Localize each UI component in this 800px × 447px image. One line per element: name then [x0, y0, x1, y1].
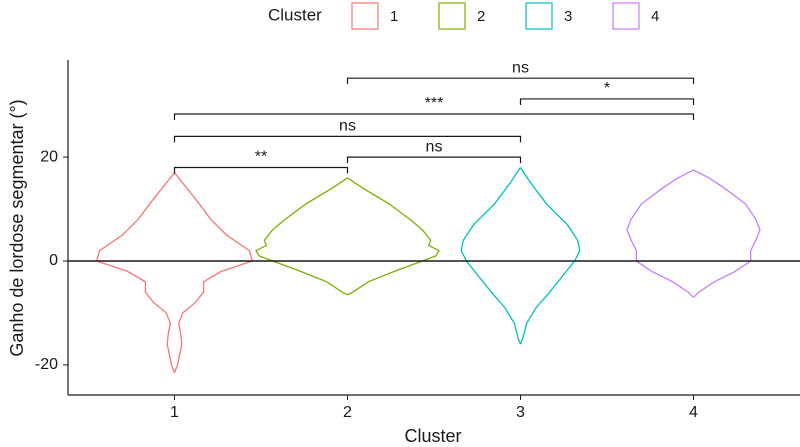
significance-label: *** — [425, 95, 444, 112]
significance-label: ns — [426, 138, 443, 155]
legend-key — [438, 2, 466, 30]
x-tick-label: 2 — [343, 404, 352, 421]
legend-label: 1 — [390, 8, 398, 25]
legend-key — [612, 2, 640, 30]
violin-half — [173, 172, 254, 373]
significance-bracket — [173, 166, 349, 174]
x-tick-label: 3 — [516, 404, 525, 421]
significance-label: ** — [255, 149, 267, 166]
legend-key — [351, 2, 379, 30]
violin-half — [95, 172, 176, 373]
y-axis-label: Ganho de lordose segmentar (°) — [7, 99, 27, 356]
significance-bracket — [173, 113, 695, 121]
y-tick-label: -20 — [35, 356, 58, 373]
significance-bracket — [519, 98, 695, 105]
significance-bracket — [173, 135, 522, 143]
legend-label: 4 — [651, 8, 659, 25]
significance-label: ns — [512, 59, 529, 76]
y-tick-label: 20 — [40, 148, 58, 165]
legend-label: 3 — [564, 8, 572, 25]
significance-bracket — [346, 77, 695, 85]
significance-bracket — [346, 156, 522, 164]
violin-half — [255, 177, 348, 296]
violin-half — [626, 169, 694, 298]
significance-label: ns — [339, 118, 356, 135]
violin-half — [693, 169, 761, 298]
x-tick-label: 4 — [689, 404, 698, 421]
y-tick-label: 0 — [49, 252, 58, 269]
violin-half — [347, 177, 440, 296]
legend-label: 2 — [477, 8, 485, 25]
legend-key — [525, 2, 553, 30]
significance-label: * — [604, 80, 610, 97]
legend-title: Cluster — [268, 5, 322, 24]
violin-half — [460, 167, 522, 345]
violin-half — [519, 167, 581, 345]
x-axis-label: Cluster — [404, 426, 461, 446]
x-tick-label: 1 — [170, 404, 179, 421]
